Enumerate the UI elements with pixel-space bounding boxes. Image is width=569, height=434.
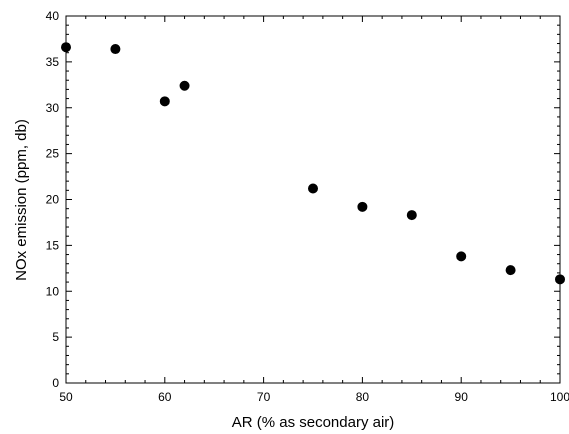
y-tick-label: 35 [46, 55, 60, 69]
data-points [61, 42, 565, 285]
data-point [110, 44, 121, 55]
x-tick-label: 80 [356, 390, 370, 404]
data-point [179, 80, 190, 91]
y-tick-label: 5 [52, 330, 59, 344]
data-point [308, 183, 318, 194]
y-tick-label: 25 [46, 147, 60, 161]
y-axis-ticks: 0 5 10 15 20 25 30 35 40 [46, 9, 560, 390]
data-point [505, 265, 516, 276]
x-tick-label: 90 [455, 390, 469, 404]
x-tick-label: 100 [550, 390, 569, 404]
y-tick-label: 0 [52, 376, 59, 390]
data-point [456, 251, 467, 262]
y-axis-title: NOx emission (ppm, db) [13, 119, 30, 281]
x-tick-label: 60 [158, 390, 172, 404]
y-tick-label: 40 [46, 9, 60, 23]
x-axis-ticks: 50 60 70 80 90 100 [59, 16, 569, 404]
data-point [159, 96, 170, 107]
y-tick-label: 15 [46, 238, 60, 252]
x-tick-label: 70 [257, 390, 271, 404]
data-point [61, 42, 71, 53]
plot-frame [65, 15, 561, 384]
data-point [555, 274, 565, 285]
y-tick-label: 10 [46, 284, 60, 298]
y-tick-label: 30 [46, 101, 60, 115]
x-axis-title: AR (% as secondary air) [232, 414, 395, 431]
y-tick-label: 20 [46, 193, 60, 207]
data-point [357, 201, 368, 212]
x-tick-label: 50 [59, 390, 73, 404]
data-point [406, 210, 417, 221]
